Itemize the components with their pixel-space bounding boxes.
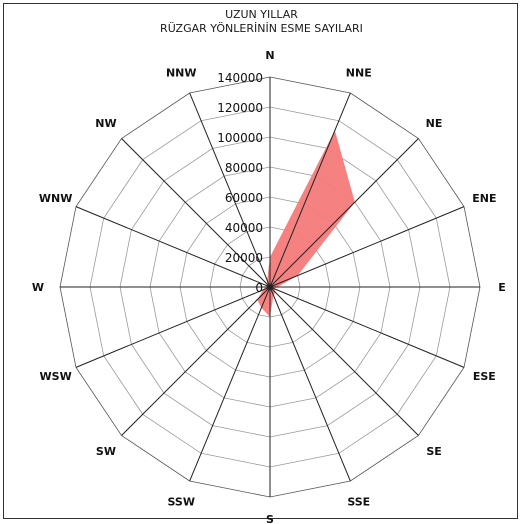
radial-tick-label: 140000 bbox=[217, 71, 263, 85]
spoke-ese bbox=[269, 286, 465, 368]
radial-tick-label: 40000 bbox=[225, 221, 263, 235]
radial-tick-label: 80000 bbox=[225, 161, 263, 175]
direction-label-sw: SW bbox=[96, 445, 116, 458]
direction-label-n: N bbox=[265, 49, 274, 62]
spoke-ene bbox=[269, 206, 465, 288]
direction-label-nne: NNE bbox=[346, 67, 372, 80]
spoke-sw bbox=[121, 286, 271, 436]
radial-tick-label: 20000 bbox=[225, 251, 263, 265]
direction-label-ene: ENE bbox=[472, 192, 496, 205]
radar-spokes bbox=[60, 77, 480, 497]
spoke-ssw bbox=[189, 286, 271, 482]
spoke-sse bbox=[269, 286, 351, 482]
radial-tick-labels: 0 20000 40000 60000 80000 100000 120000 140000 bbox=[217, 71, 263, 295]
spoke-se bbox=[269, 286, 419, 436]
direction-label-wsw: WSW bbox=[40, 370, 72, 383]
radial-tick-label: 100000 bbox=[217, 131, 263, 145]
direction-label-ssw: SSW bbox=[167, 495, 194, 508]
direction-label-nnw: NNW bbox=[166, 67, 197, 80]
series-area bbox=[257, 130, 355, 317]
direction-label-ese: ESE bbox=[473, 370, 496, 383]
direction-label-w: W bbox=[32, 281, 44, 294]
chart-frame: UZUN YILLAR RÜZGAR YÖNLERİNİN ESME SAYIL… bbox=[3, 3, 518, 519]
chart-title: UZUN YILLAR bbox=[225, 8, 298, 21]
title-block: UZUN YILLAR RÜZGAR YÖNLERİNİN ESME SAYIL… bbox=[4, 8, 519, 36]
spoke-wnw bbox=[75, 206, 271, 288]
direction-label-se: SE bbox=[426, 445, 441, 458]
direction-label-sse: SSE bbox=[347, 495, 370, 508]
spoke-nnw bbox=[189, 92, 271, 288]
radial-tick-label: 0 bbox=[255, 281, 263, 295]
spoke-ne bbox=[269, 138, 419, 288]
radial-tick-label: 120000 bbox=[217, 101, 263, 115]
direction-label-nw: NW bbox=[95, 117, 116, 130]
direction-label-s: S bbox=[266, 513, 274, 524]
chart-subtitle: RÜZGAR YÖNLERİNİN ESME SAYILARI bbox=[160, 22, 363, 35]
spoke-nne bbox=[269, 92, 351, 288]
direction-label-wnw: WNW bbox=[39, 192, 72, 205]
direction-label-e: E bbox=[498, 281, 506, 294]
direction-label-ne: NE bbox=[426, 117, 443, 130]
spoke-wsw bbox=[75, 286, 271, 368]
spoke-nw bbox=[121, 138, 271, 288]
direction-labels: N NNE NE ENE E ESE SE SSE S SSW SW WSW W WNW NW NNW bbox=[32, 49, 506, 524]
radial-tick-label: 60000 bbox=[225, 191, 263, 205]
